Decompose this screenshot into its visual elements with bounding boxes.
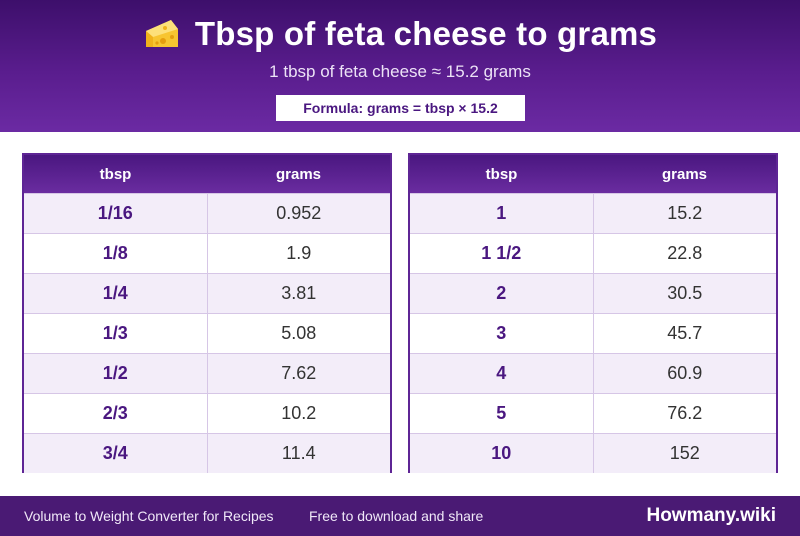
column-header-tbsp: tbsp [99, 165, 132, 183]
table-row: 4 60.9 [410, 353, 776, 393]
tbsp-cell: 1/2 [24, 354, 208, 393]
grams-cell: 10.2 [281, 403, 317, 423]
page-title: Tbsp of feta cheese to grams [194, 15, 658, 52]
table-row: 1/8 1.9 [24, 233, 390, 273]
tbsp-cell: 10 [410, 434, 594, 473]
grams-cell: 3.81 [281, 283, 317, 303]
table-header: tbsp grams [24, 155, 390, 193]
table-row: 2 30.5 [410, 273, 776, 313]
table-row: 1 15.2 [410, 193, 776, 233]
table-row: 3/4 11.4 [24, 433, 390, 473]
table-row: 1/4 3.81 [24, 273, 390, 313]
cheese-icon [145, 20, 178, 47]
column-header-grams: grams [275, 165, 322, 183]
tbsp-cell: 1/8 [24, 234, 208, 273]
grams-cell: 0.952 [276, 203, 322, 223]
tbsp-cell: 1/4 [24, 274, 208, 313]
table-row: 1/3 5.08 [24, 313, 390, 353]
grams-cell: 22.8 [667, 243, 703, 263]
table-row: 1/2 7.62 [24, 353, 390, 393]
footer-share-text: Free to download and share [309, 508, 484, 524]
footer-description: Volume to Weight Converter for Recipes [24, 508, 274, 524]
grams-cell: 7.62 [281, 363, 317, 383]
table-row: 1/16 0.952 [24, 193, 390, 233]
table-row: 10 152 [410, 433, 776, 473]
grams-cell: 45.7 [667, 323, 703, 343]
grams-cell: 15.2 [667, 203, 703, 223]
tbsp-cell: 1/16 [24, 194, 208, 233]
grams-cell: 60.9 [667, 363, 703, 383]
table-row: 1 1/2 22.8 [410, 233, 776, 273]
grams-cell: 1.9 [286, 243, 312, 263]
header: Tbsp of feta cheese to grams 1 tbsp of f… [0, 0, 800, 132]
column-header-grams: grams [661, 165, 708, 183]
grams-cell: 76.2 [667, 403, 703, 423]
tbsp-cell: 4 [410, 354, 594, 393]
grams-cell: 152 [669, 443, 700, 463]
table-body: 1/16 0.952 1/8 1.9 1/4 3.81 1/3 5.08 1/2 7.62… [24, 193, 390, 473]
grams-cell: 11.4 [281, 443, 316, 463]
brand-link[interactable]: Howmany.wiki [646, 505, 776, 526]
tbsp-cell: 1 1/2 [410, 234, 594, 273]
table-row: 5 76.2 [410, 393, 776, 433]
grams-cell: 5.08 [281, 323, 317, 343]
tbsp-cell: 3 [410, 314, 594, 353]
conversion-table-right: tbsp grams 1 15.2 1 1/2 22.8 2 30.5 3 45.7 4… [408, 153, 778, 473]
column-header-tbsp: tbsp [485, 165, 518, 183]
table-row: 2/3 10.2 [24, 393, 390, 433]
tbsp-cell: 2 [410, 274, 594, 313]
title-row: Tbsp of feta cheese to grams [0, 14, 800, 54]
table-row: 3 45.7 [410, 313, 776, 353]
table-body: 1 15.2 1 1/2 22.8 2 30.5 3 45.7 4 60.9 5 76.2 … [410, 193, 776, 473]
grams-cell: 30.5 [667, 283, 703, 303]
tbsp-cell: 3/4 [24, 434, 208, 473]
subtitle: 1 tbsp of feta cheese ≈ 15.2 grams [269, 62, 531, 81]
conversion-table-left: tbsp grams 1/16 0.952 1/8 1.9 1/4 3.81 1/3 5… [22, 153, 392, 473]
tbsp-cell: 5 [410, 394, 594, 433]
tbsp-cell: 1 [410, 194, 594, 233]
formula-box: Formula: grams = tbsp × 15.2 [276, 95, 525, 121]
table-header: tbsp grams [410, 155, 776, 193]
tbsp-cell: 1/3 [24, 314, 208, 353]
tbsp-cell: 2/3 [24, 394, 208, 433]
footer: Volume to Weight Converter for Recipes F… [0, 496, 800, 536]
